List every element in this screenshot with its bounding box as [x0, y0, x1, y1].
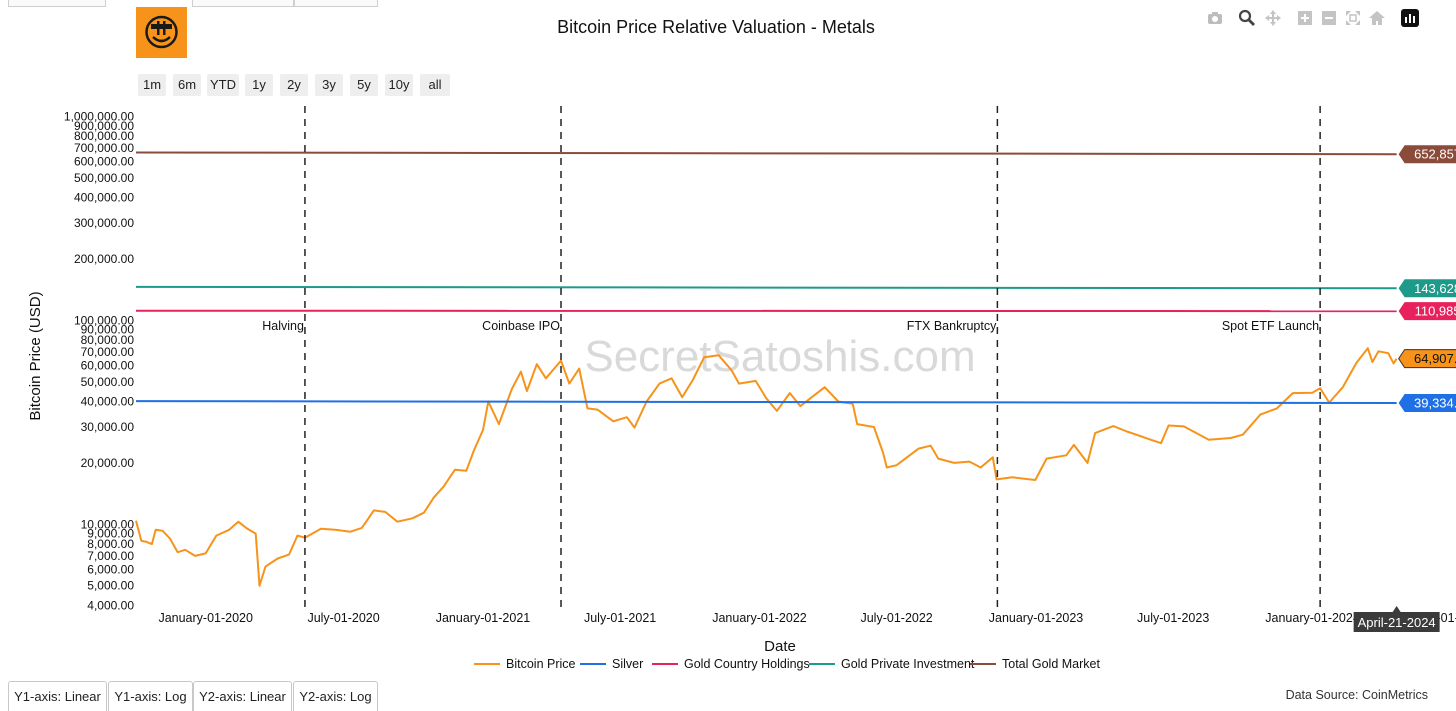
series-line [136, 401, 1397, 403]
data-source: Data Source: CoinMetrics [1286, 688, 1428, 702]
y-tick-label: 1,000,000.00 [64, 109, 134, 123]
end-value-label: 64,907.99 [1414, 351, 1456, 366]
y-tick-label: 20,000.00 [81, 456, 135, 470]
y-tick-label: 500,000.00 [74, 171, 134, 185]
legend-entry: Bitcoin Price [506, 657, 576, 671]
end-value-label: 652,857.64 [1414, 147, 1456, 162]
y-tick-label: 600,000.00 [74, 155, 134, 169]
x-tick-label: January-01-2024 [1265, 611, 1360, 625]
end-value-label: 39,334.06 [1414, 396, 1456, 411]
event-marker-label: FTX Bankruptcy [907, 319, 997, 333]
series-line-bitcoin-price [136, 348, 1397, 586]
y-tick-label: 300,000.00 [74, 216, 134, 230]
series-line [136, 287, 1397, 288]
x-tick-label: January-01-2020 [158, 611, 253, 625]
y-tick-label: 400,000.00 [74, 191, 134, 205]
hover-date-label: April-21-2024 [1358, 615, 1436, 630]
x-axis-title: Date [764, 638, 796, 655]
x-tick-label: July-01-2023 [1137, 611, 1209, 625]
y-tick-label: 6,000.00 [87, 563, 134, 577]
y2-linear-button[interactable]: Y2-axis: Linear [193, 681, 292, 711]
y-tick-label: 200,000.00 [74, 252, 134, 266]
y-tick-label: 5,000.00 [87, 579, 134, 593]
legend-entry: Total Gold Market [1002, 657, 1100, 671]
x-tick-label: January-01-2022 [712, 611, 807, 625]
legend-entry: Gold Private Investment [841, 657, 975, 671]
y-tick-label: 100,000.00 [74, 313, 134, 327]
legend-entry: Silver [612, 657, 643, 671]
series-line [136, 152, 1397, 154]
y1-linear-button[interactable]: Y1-axis: Linear [8, 681, 107, 711]
event-marker-label: Coinbase IPO [482, 319, 560, 333]
x-tick-label: July-01-2020 [307, 611, 379, 625]
y-tick-label: 40,000.00 [81, 395, 135, 409]
y-tick-label: 60,000.00 [81, 359, 135, 373]
y-tick-label: 50,000.00 [81, 375, 135, 389]
y-axis-title: Bitcoin Price (USD) [27, 291, 44, 420]
x-tick-label: July-01-2022 [860, 611, 932, 625]
y2-log-button[interactable]: Y2-axis: Log [293, 681, 378, 711]
x-tick-label: January-01-2021 [436, 611, 531, 625]
y1-log-button[interactable]: Y1-axis: Log [108, 681, 193, 711]
event-marker-label: Halving [262, 319, 304, 333]
x-tick-label: January-01-2023 [989, 611, 1084, 625]
x-tick-label: July-01-2021 [584, 611, 656, 625]
y-tick-label: 4,000.00 [87, 598, 134, 612]
y-tick-label: 30,000.00 [81, 420, 135, 434]
end-value-label: 143,628.68 [1414, 281, 1456, 296]
end-value-label: 110,985.80 [1415, 304, 1456, 319]
watermark: SecretSatoshis.com [584, 332, 975, 381]
legend-entry: Gold Country Holdings [684, 657, 810, 671]
y-tick-label: 10,000.00 [81, 517, 135, 531]
event-marker-label: Spot ETF Launch [1222, 319, 1319, 333]
